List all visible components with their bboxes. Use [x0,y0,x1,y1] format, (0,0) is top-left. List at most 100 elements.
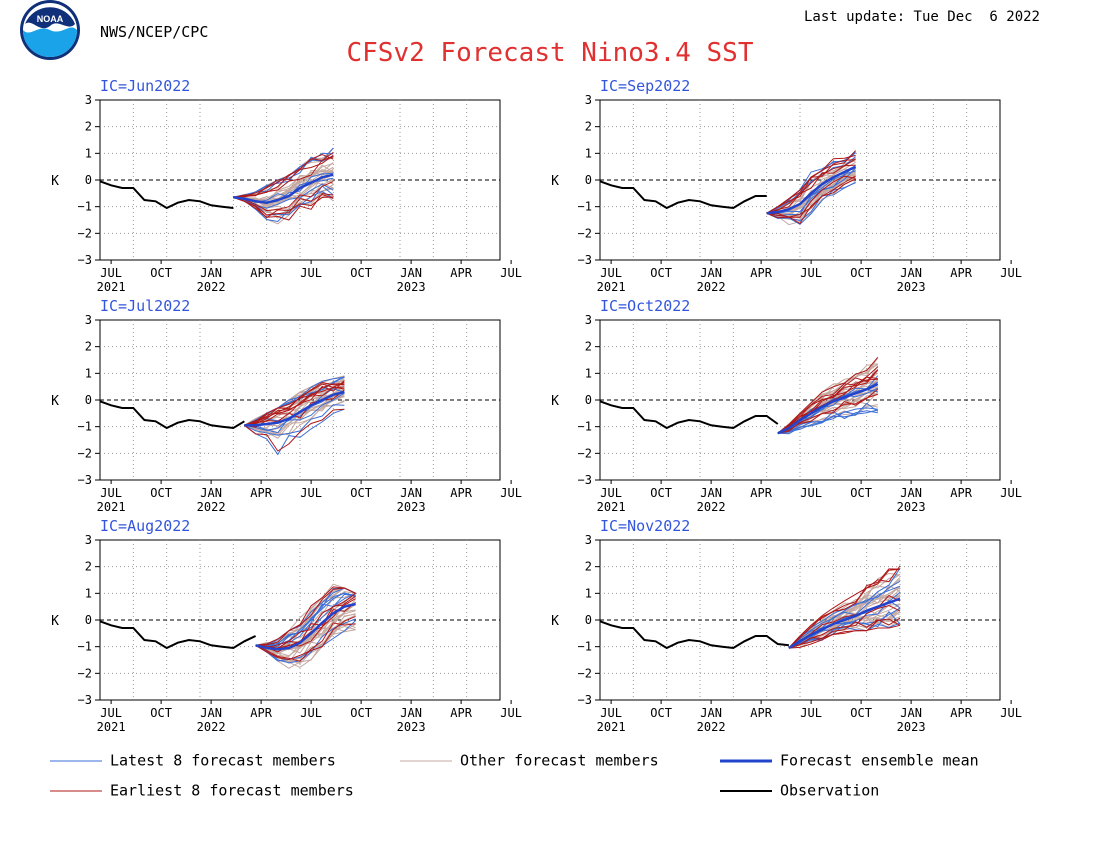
x-tick-label: APR [250,266,272,280]
ensemble-mean-line [766,165,857,215]
x-tick-label: OCT [350,706,372,720]
y-tick-label: 0 [85,173,92,187]
x-tick-label: OCT [850,706,872,720]
x-tick-label: JUL [300,266,322,280]
y-tick-label: 1 [85,146,92,160]
member-other [244,400,345,439]
member-earliest [766,164,856,214]
logo-sky [25,7,75,29]
x-tick-label: APR [750,706,772,720]
member-earliest [244,383,345,426]
x-year-label: 2022 [197,720,226,734]
y-tick-label: 0 [85,613,92,627]
y-tick-label: −1 [78,640,92,654]
legend-label-mean: Forecast ensemble mean [780,752,979,770]
ensemble-mean-line [255,602,356,651]
x-tick-label: JUL [1000,266,1022,280]
x-year-label: 2023 [897,720,926,734]
y-tick-label: −2 [578,226,592,240]
ic-label: IC=Jul2022 [100,297,190,315]
x-tick-label: JUL [800,486,822,500]
x-tick-label: OCT [650,486,672,500]
y-axis-label: K [551,394,559,409]
ic-label: IC=Sep2022 [600,77,690,95]
member-earliest [255,586,356,646]
x-tick-label: JUL [100,266,122,280]
x-year-label: 2022 [697,500,726,514]
x-tick-label: APR [250,486,272,500]
member-latest [244,408,345,456]
y-axis-label: K [51,614,59,629]
member-other [233,162,334,203]
member-earliest [255,615,356,661]
y-tick-label: 2 [585,120,592,134]
y-tick-label: −2 [78,666,92,680]
legend: Latest 8 forecast members Other forecast… [50,752,979,800]
member-earliest [777,376,878,434]
y-tick-label: 3 [85,313,92,327]
member-earliest [766,175,856,218]
member-other [244,401,345,437]
y-tick-label: 1 [585,366,592,380]
member-earliest [233,156,334,198]
y-tick-label: −3 [578,693,592,707]
x-year-label: 2023 [397,500,426,514]
x-tick-label: JUL [1000,706,1022,720]
y-tick-label: −3 [578,253,592,267]
observation-line [599,400,779,430]
x-tick-label: APR [950,266,972,280]
member-earliest [255,622,356,662]
y-axis-label: K [551,614,559,629]
x-tick-label: JUL [300,706,322,720]
y-tick-label: −1 [578,200,592,214]
x-tick-label: JUL [600,706,622,720]
x-year-label: 2022 [197,280,226,294]
member-earliest [766,175,856,225]
member-earliest [244,381,345,426]
ic-label: IC=Nov2022 [600,517,690,535]
x-tick-label: APR [450,486,472,500]
legend-label-other: Other forecast members [460,752,659,770]
x-year-label: 2023 [897,280,926,294]
member-earliest [233,194,334,216]
member-earliest [788,617,901,649]
y-tick-label: −1 [578,420,592,434]
y-tick-label: 2 [85,120,92,134]
x-tick-label: JUL [800,706,822,720]
x-tick-label: JAN [200,486,222,500]
y-tick-label: −3 [578,473,592,487]
y-tick-label: 3 [585,313,592,327]
y-tick-label: −1 [578,640,592,654]
member-latest [788,568,901,649]
x-tick-label: APR [450,706,472,720]
legend-label-observation: Observation [780,782,879,800]
observation-line [599,180,767,210]
x-tick-label: JUL [600,266,622,280]
member-earliest [244,386,345,426]
x-tick-label: JAN [200,266,222,280]
member-latest [777,402,879,434]
x-year-label: 2022 [197,500,226,514]
member-latest [766,181,856,222]
member-earliest [766,158,856,214]
last-update: Last update: Tue Dec 6 2022 [804,9,1040,25]
logo-wave [23,27,77,57]
x-tick-label: OCT [850,266,872,280]
ensemble-mean-line [244,390,345,427]
y-tick-label: −2 [78,226,92,240]
x-tick-label: JAN [700,706,722,720]
legend-label-earliest: Earliest 8 forecast members [110,782,354,800]
x-tick-label: OCT [650,706,672,720]
y-tick-label: 3 [585,533,592,547]
y-axis-label: K [551,174,559,189]
x-year-label: 2021 [597,720,626,734]
x-year-label: 2021 [97,500,126,514]
member-earliest [788,618,901,649]
member-latest [244,404,345,436]
y-tick-label: −1 [78,200,92,214]
legend-label-latest: Latest 8 forecast members [110,752,336,770]
x-tick-label: APR [750,486,772,500]
